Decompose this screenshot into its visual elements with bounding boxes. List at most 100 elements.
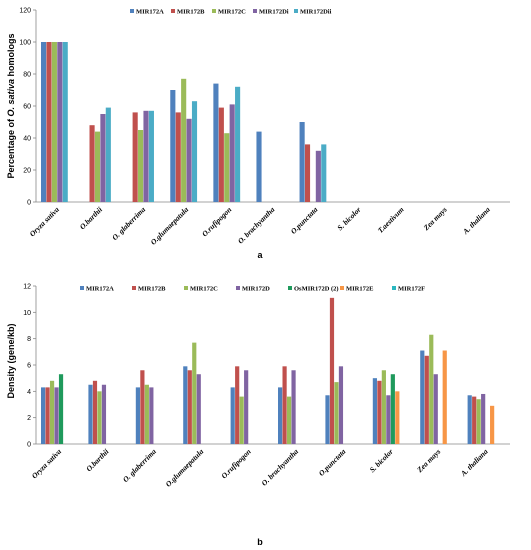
y-tick-label: 0: [27, 442, 31, 449]
bar: [187, 370, 192, 444]
x-tick-label: O.rufipogon: [200, 205, 233, 238]
legend-label: MIR172E: [346, 286, 373, 293]
legend-swatch: [294, 9, 298, 13]
bar: [94, 131, 101, 202]
bar: [235, 366, 240, 444]
legend-label: MIR172F: [398, 286, 425, 293]
y-tick-label: 12: [23, 284, 31, 291]
bar: [41, 42, 47, 202]
bar: [191, 101, 198, 202]
panel-label: b: [257, 537, 263, 547]
bar: [377, 380, 382, 444]
x-tick-label: O. brachyantha: [260, 447, 301, 488]
x-tick-label: S. bicolor: [368, 447, 395, 474]
bar: [181, 78, 187, 202]
x-tick-label: O. glaberrima: [110, 205, 147, 242]
y-tick-label: 80: [23, 72, 31, 79]
x-tick-label: O.barthii: [84, 446, 111, 473]
y-tick-label: 6: [27, 363, 31, 370]
legend-swatch: [130, 9, 134, 13]
bar: [390, 374, 395, 444]
x-tick-label: O.glumaepatula: [149, 205, 191, 247]
panel-b: Density (gene/kb) b 0 2 4 6 8 10 12 Oryza sativ…: [6, 284, 510, 547]
bar: [433, 374, 438, 444]
bar: [148, 110, 154, 202]
bar: [135, 387, 140, 444]
y-tick-label: 0: [27, 200, 31, 207]
bar: [143, 110, 149, 202]
bar: [57, 42, 63, 202]
bar: [467, 395, 472, 444]
bar: [476, 399, 481, 444]
bar: [282, 366, 287, 444]
x-tick-label: A. thaliana: [458, 447, 490, 479]
bar: [244, 370, 249, 444]
bar: [101, 384, 107, 444]
bar: [186, 118, 192, 202]
bar: [442, 350, 447, 444]
legend-swatch: [212, 9, 216, 13]
panel-a: Percentage of O. sativa homologs a 0 20 40…: [6, 8, 510, 260]
legend-label: MIR172B: [138, 286, 166, 293]
bar: [45, 387, 50, 444]
x-tick-label: O.punctata: [289, 205, 320, 236]
legend-swatch: [132, 286, 136, 290]
bar: [299, 122, 305, 202]
legend-swatch: [392, 286, 396, 290]
legend-label: MIR172C: [218, 9, 246, 16]
bar: [229, 104, 235, 202]
bar: [51, 42, 57, 202]
bar: [140, 370, 145, 444]
bar: [420, 350, 425, 444]
bar: [424, 355, 429, 444]
bar: [472, 396, 477, 444]
bar: [46, 42, 52, 202]
y-tick-label: 20: [23, 168, 31, 175]
bar: [490, 405, 495, 444]
bar: [175, 112, 181, 202]
legend-swatch: [340, 286, 344, 290]
x-tick-label: Zea mays: [414, 447, 442, 475]
x-tick-label: Oryza sativa: [28, 205, 61, 238]
bar: [338, 366, 344, 444]
bar: [315, 150, 321, 202]
legend-label: MIR172D: [242, 286, 270, 293]
x-tick-label: O.punctata: [317, 447, 348, 478]
bar: [41, 387, 46, 444]
bar: [92, 380, 98, 444]
bar: [149, 387, 154, 444]
legend-label: MIR172B: [177, 9, 205, 16]
panel-label: a: [257, 250, 263, 260]
bar: [62, 42, 68, 202]
x-tick-label: S. bicolor: [335, 205, 362, 232]
bar: [105, 107, 111, 202]
y-tick-label: 2: [27, 415, 31, 422]
x-tick-label: T.aestivum: [376, 205, 406, 235]
legend-label: MIR172A: [136, 9, 164, 16]
bar: [304, 144, 311, 202]
bar: [100, 114, 106, 202]
bar: [196, 374, 201, 444]
bar: [235, 86, 241, 202]
x-tick-label: O. brachyantha: [236, 205, 277, 246]
y-tick-label: 40: [23, 136, 31, 143]
bar: [239, 396, 244, 444]
bar: [213, 83, 219, 202]
bar: [88, 384, 93, 444]
bar: [334, 382, 339, 444]
bar: [138, 130, 144, 202]
x-tick-label: Zea mays: [421, 205, 449, 233]
legend-label: MIR172Di: [259, 9, 289, 16]
bar: [395, 391, 400, 444]
y-tick-label: 4: [27, 389, 31, 396]
bar: [144, 384, 149, 444]
bar: [192, 342, 197, 444]
legend-label: MIR172A: [86, 286, 114, 293]
bar: [89, 125, 95, 202]
bar: [329, 297, 335, 444]
bar: [230, 387, 235, 444]
bar: [170, 90, 176, 202]
bar: [256, 131, 262, 202]
bar: [286, 396, 292, 444]
